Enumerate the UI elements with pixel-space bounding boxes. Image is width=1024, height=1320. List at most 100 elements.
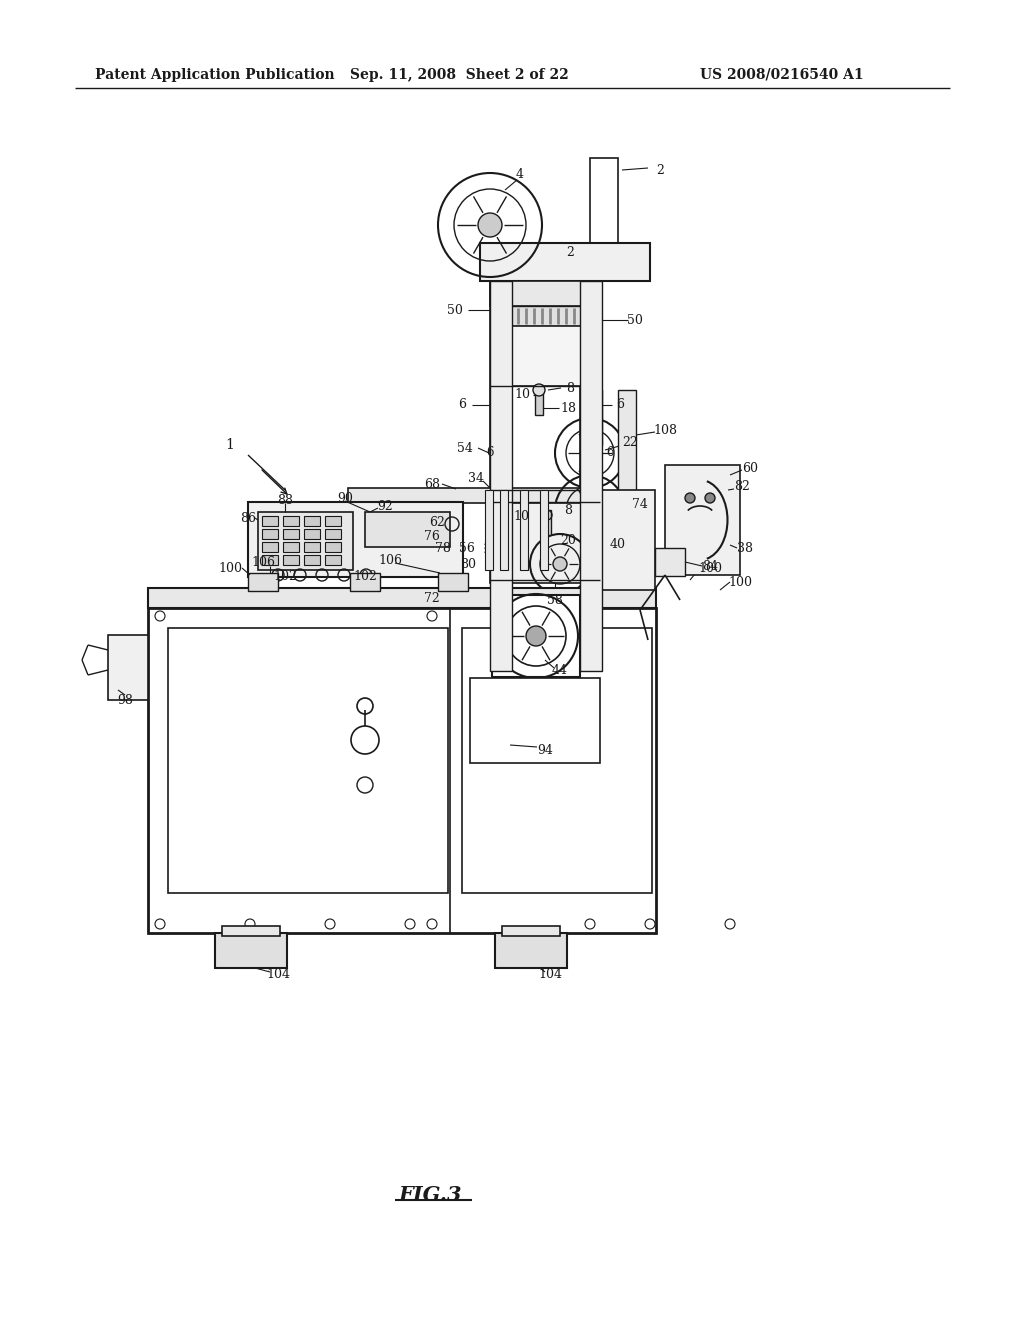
Bar <box>500 490 508 570</box>
Text: 6: 6 <box>458 399 466 412</box>
Bar <box>490 281 512 671</box>
Polygon shape <box>475 682 500 760</box>
Text: 78: 78 <box>435 543 451 556</box>
Bar <box>600 490 655 590</box>
Text: 6: 6 <box>606 446 613 458</box>
Bar <box>665 465 740 576</box>
Bar <box>325 529 341 539</box>
Text: 72: 72 <box>424 591 440 605</box>
Polygon shape <box>172 632 210 890</box>
Bar <box>580 281 602 491</box>
Bar <box>168 628 449 894</box>
Text: 38: 38 <box>737 541 753 554</box>
Text: Sep. 11, 2008  Sheet 2 of 22: Sep. 11, 2008 Sheet 2 of 22 <box>350 69 568 82</box>
Text: 100: 100 <box>728 576 752 589</box>
Bar <box>248 502 463 577</box>
Text: 60: 60 <box>742 462 758 474</box>
Polygon shape <box>532 632 570 890</box>
Bar <box>502 927 560 936</box>
Text: 8: 8 <box>566 381 574 395</box>
Polygon shape <box>604 562 650 574</box>
Bar <box>304 543 319 552</box>
Polygon shape <box>243 632 281 890</box>
Polygon shape <box>260 632 298 890</box>
Bar <box>283 516 299 525</box>
Text: 1: 1 <box>225 438 234 451</box>
Text: Patent Application Publication: Patent Application Publication <box>95 69 335 82</box>
Bar <box>283 529 299 539</box>
Bar <box>543 510 551 535</box>
Bar <box>520 490 528 570</box>
Text: 94: 94 <box>537 743 553 756</box>
Bar <box>485 490 493 570</box>
Polygon shape <box>466 632 504 890</box>
Circle shape <box>685 492 695 503</box>
Bar <box>492 595 580 677</box>
Bar <box>262 543 278 552</box>
Text: 92: 92 <box>377 499 393 512</box>
Bar <box>215 933 287 968</box>
Text: 76: 76 <box>424 531 440 544</box>
Text: 104: 104 <box>266 969 290 982</box>
Bar <box>283 554 299 565</box>
Bar <box>262 516 278 525</box>
Circle shape <box>534 384 545 396</box>
Text: 88: 88 <box>278 494 293 507</box>
Text: 58: 58 <box>547 594 563 606</box>
Polygon shape <box>604 540 650 552</box>
Text: 2: 2 <box>566 246 573 259</box>
Text: 40: 40 <box>610 539 626 552</box>
Bar <box>510 326 582 385</box>
Polygon shape <box>604 495 650 507</box>
Text: 18: 18 <box>560 401 575 414</box>
Text: 100: 100 <box>218 561 242 574</box>
Text: 84: 84 <box>702 560 718 573</box>
Text: 50: 50 <box>447 304 463 317</box>
Circle shape <box>582 502 598 517</box>
Text: 74: 74 <box>632 499 648 511</box>
Text: US 2008/0216540 A1: US 2008/0216540 A1 <box>700 69 863 82</box>
Bar <box>304 529 319 539</box>
Text: 6: 6 <box>616 399 624 412</box>
Bar <box>304 554 319 565</box>
Bar <box>535 385 543 414</box>
Polygon shape <box>495 682 520 760</box>
Polygon shape <box>189 632 227 890</box>
Text: 6: 6 <box>486 446 494 458</box>
Polygon shape <box>488 632 526 890</box>
Bar <box>258 512 353 570</box>
Circle shape <box>705 492 715 503</box>
Text: 102: 102 <box>353 569 377 582</box>
Text: 100: 100 <box>698 561 722 574</box>
Circle shape <box>553 557 567 572</box>
Text: 34: 34 <box>468 471 484 484</box>
Bar <box>262 554 278 565</box>
Bar <box>283 543 299 552</box>
Polygon shape <box>604 517 650 529</box>
Text: 98: 98 <box>117 693 133 706</box>
Bar <box>470 678 600 763</box>
Text: 106: 106 <box>251 557 275 569</box>
Text: 2: 2 <box>656 164 664 177</box>
Bar <box>148 609 656 933</box>
Bar <box>580 281 602 671</box>
Text: 8: 8 <box>564 503 572 516</box>
Bar <box>490 389 504 445</box>
Bar <box>588 389 602 445</box>
Text: 22: 22 <box>623 437 638 450</box>
Polygon shape <box>207 632 245 890</box>
Bar <box>222 927 280 936</box>
Text: 10: 10 <box>513 510 529 523</box>
Circle shape <box>526 626 546 645</box>
Text: 44: 44 <box>552 664 568 676</box>
Bar <box>108 635 148 700</box>
Polygon shape <box>225 632 263 890</box>
Polygon shape <box>303 632 338 890</box>
Bar <box>350 573 380 591</box>
Polygon shape <box>511 632 549 890</box>
Bar <box>438 573 468 591</box>
Bar <box>495 933 567 968</box>
Bar <box>540 490 548 570</box>
Bar <box>490 281 512 491</box>
Bar <box>490 281 602 306</box>
